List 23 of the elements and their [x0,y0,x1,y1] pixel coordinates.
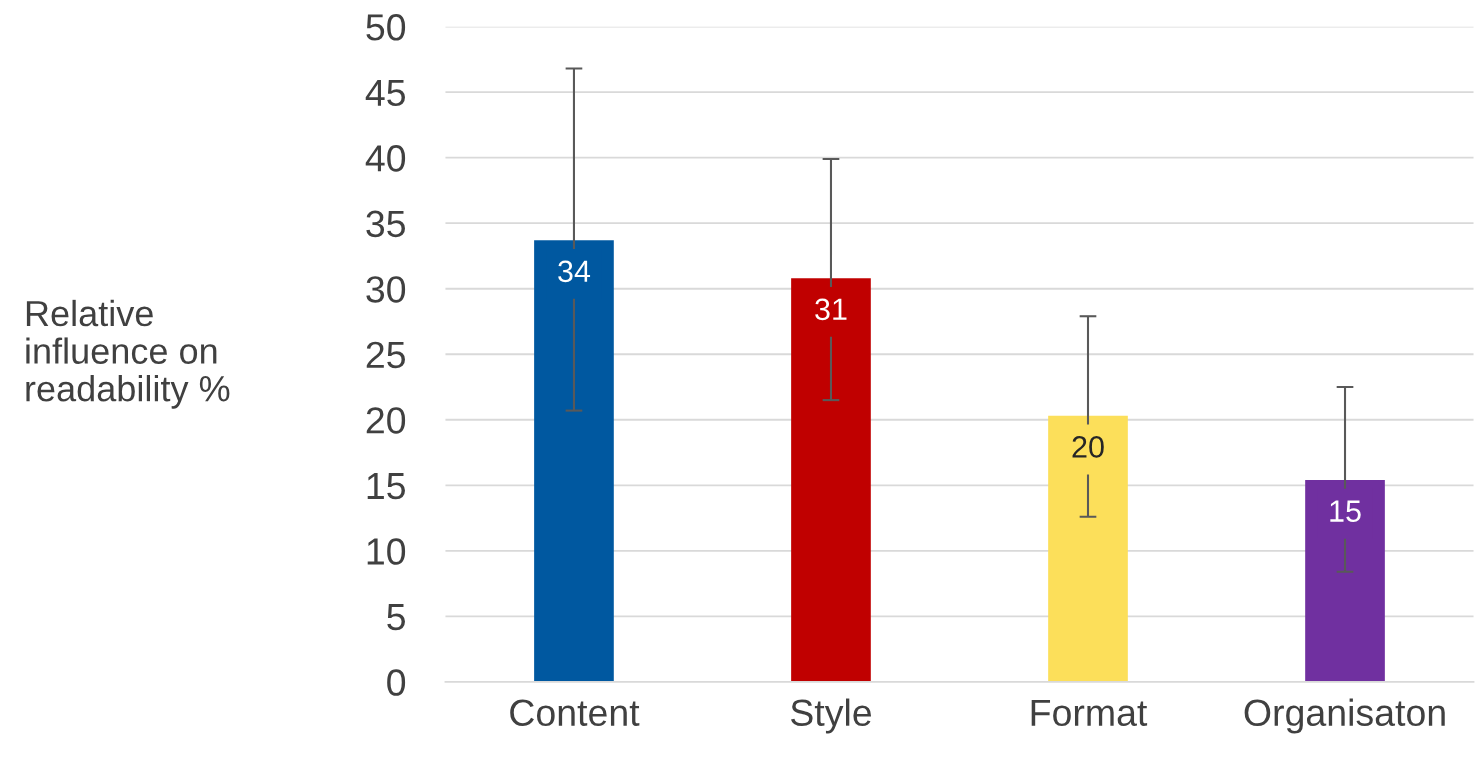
y-tick-label: 5 [387,604,405,631]
y-tick-label: 45 [365,79,405,107]
x-tick-label: Format [1031,699,1148,727]
y-tick-label: 35 [366,210,405,238]
x-tick-label: Content [510,699,640,727]
y-tick-label: 10 [367,538,406,565]
x-tick-label: Style [791,698,871,734]
x-tick-label: Organisaton [1244,698,1445,734]
data-label: 31 [815,298,847,321]
data-label: 20 [1072,436,1104,458]
y-tick-label: 20 [366,407,406,434]
y-tick-label: 15 [367,473,405,500]
y-tick-label: 25 [366,341,405,369]
bar [791,278,871,682]
y-tick-label: 40 [365,145,406,172]
data-label: 34 [558,260,591,283]
y-tick-label: 30 [366,276,406,303]
data-label: 15 [1330,500,1361,522]
bar [1048,415,1128,682]
y-axis-title: Relative influence on readability % [26,299,230,409]
y-tick-label: 50 [366,14,406,41]
y-tick-label: 0 [387,669,406,696]
bar [534,240,614,682]
